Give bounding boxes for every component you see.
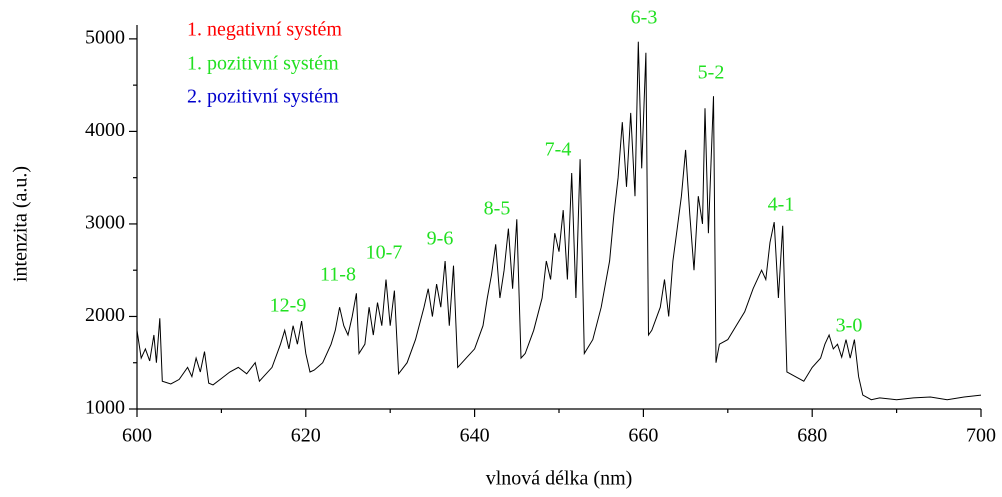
y-tick-label: 5000 <box>85 26 125 48</box>
y-tick-label: 3000 <box>85 212 125 234</box>
band-annotation: 6-3 <box>631 7 658 29</box>
y-tick-label: 2000 <box>85 304 125 326</box>
band-annotation: 8-5 <box>484 198 511 220</box>
legend-entry: 1. negativní systém <box>187 19 342 41</box>
band-annotation: 5-2 <box>698 62 725 84</box>
band-annotation: 7-4 <box>545 139 572 161</box>
band-annotation: 10-7 <box>366 242 403 264</box>
x-tick-label: 640 <box>460 425 490 447</box>
x-tick-label: 700 <box>966 425 996 447</box>
band-annotation: 9-6 <box>427 228 454 250</box>
band-annotation: 12-9 <box>270 295 307 317</box>
band-annotation: 4-1 <box>768 194 795 216</box>
x-tick-label: 600 <box>122 425 152 447</box>
legend-entry: 2. pozitivní systém <box>187 86 339 108</box>
spectrum-line <box>136 41 982 401</box>
x-axis-label: vlnová délka (nm) <box>486 468 633 490</box>
legend-entry: 1. pozitivní systém <box>187 53 339 75</box>
y-axis-label: intenzita (a.u.) <box>10 166 32 282</box>
x-tick-label: 620 <box>291 425 321 447</box>
x-tick-label: 660 <box>628 425 658 447</box>
band-annotation: 3-0 <box>836 315 863 337</box>
band-annotation: 11-8 <box>320 264 356 286</box>
y-tick-label: 1000 <box>85 397 125 419</box>
x-tick-label: 680 <box>797 425 827 447</box>
y-tick-label: 4000 <box>85 119 125 141</box>
